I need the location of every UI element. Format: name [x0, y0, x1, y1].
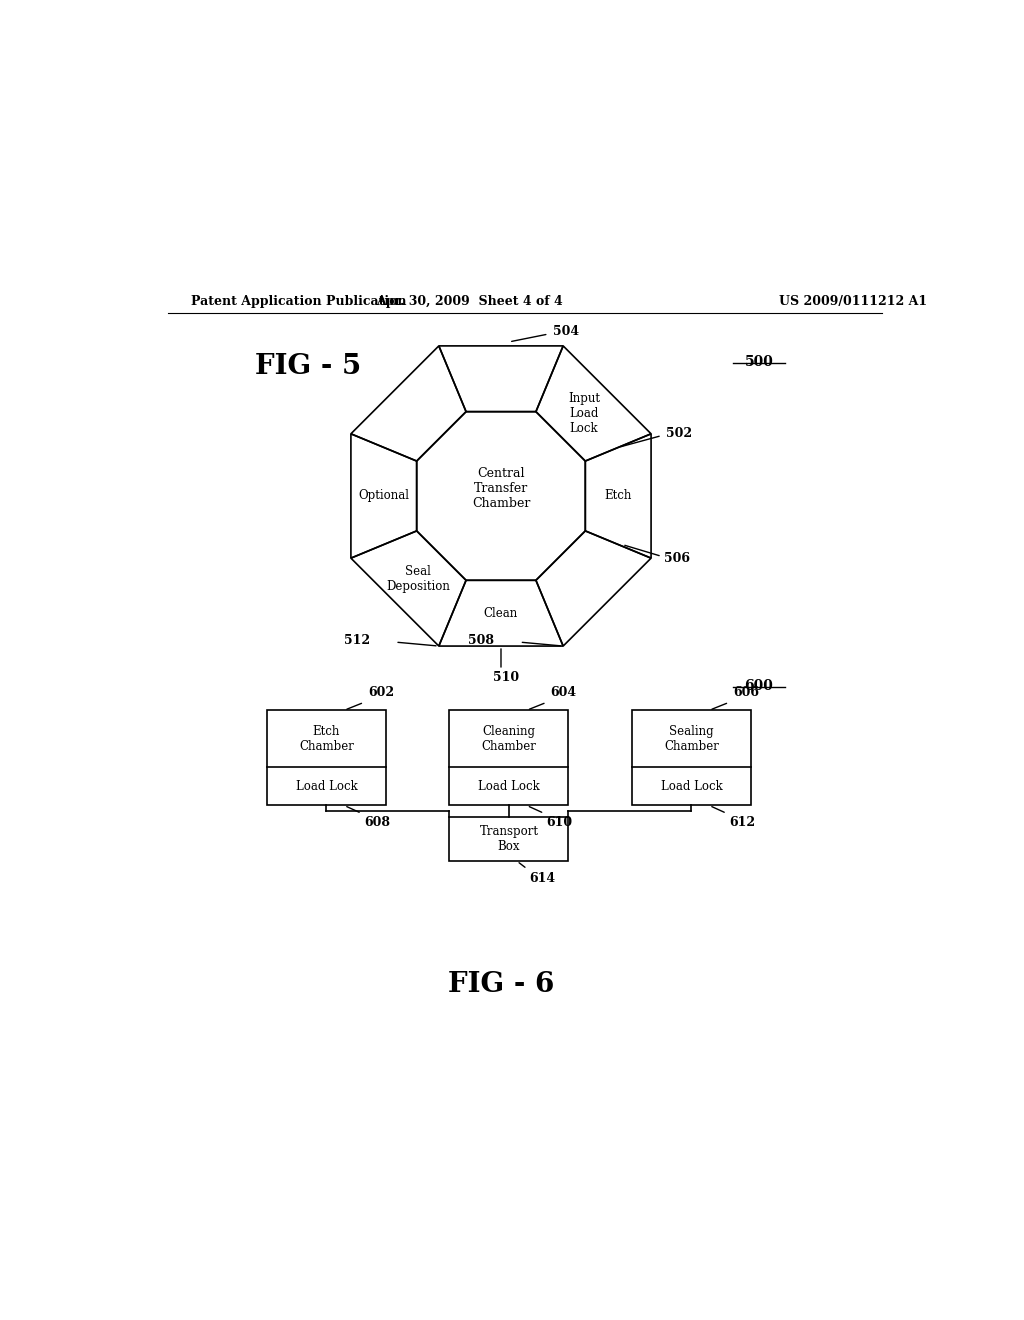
- Text: 502: 502: [666, 426, 692, 440]
- Text: 614: 614: [528, 873, 555, 884]
- Text: 506: 506: [665, 552, 690, 565]
- Text: US 2009/0111212 A1: US 2009/0111212 A1: [778, 296, 927, 308]
- Text: Clean: Clean: [484, 607, 518, 619]
- Text: 504: 504: [553, 325, 579, 338]
- Bar: [632, 710, 751, 805]
- Text: 612: 612: [729, 817, 756, 829]
- Text: Etch: Etch: [604, 490, 632, 503]
- Text: 510: 510: [494, 672, 519, 684]
- Text: 508: 508: [468, 634, 494, 647]
- Text: 610: 610: [547, 817, 572, 829]
- Text: Apr. 30, 2009  Sheet 4 of 4: Apr. 30, 2009 Sheet 4 of 4: [376, 296, 562, 308]
- Text: Transport
Box: Transport Box: [479, 825, 539, 853]
- Bar: [450, 817, 568, 861]
- Text: 608: 608: [365, 817, 390, 829]
- Bar: [450, 710, 568, 805]
- Text: Input
Load
Lock: Input Load Lock: [568, 392, 600, 434]
- Text: Central
Transfer
Chamber: Central Transfer Chamber: [472, 466, 530, 510]
- Text: Sealing
Chamber: Sealing Chamber: [664, 725, 719, 752]
- Text: Cleaning
Chamber: Cleaning Chamber: [481, 725, 537, 752]
- Text: 600: 600: [744, 678, 773, 693]
- Text: 606: 606: [733, 686, 759, 700]
- Text: 602: 602: [368, 686, 394, 700]
- Text: FIG - 6: FIG - 6: [447, 970, 554, 998]
- Text: 500: 500: [744, 355, 773, 368]
- Text: Seal
Deposition: Seal Deposition: [386, 565, 451, 593]
- Text: 512: 512: [344, 634, 370, 647]
- Text: Optional: Optional: [358, 490, 410, 503]
- Text: Load Lock: Load Lock: [296, 780, 357, 793]
- Text: Etch
Chamber: Etch Chamber: [299, 725, 354, 752]
- Text: Patent Application Publication: Patent Application Publication: [191, 296, 407, 308]
- Text: Load Lock: Load Lock: [478, 780, 540, 793]
- Text: Load Lock: Load Lock: [660, 780, 722, 793]
- Text: 604: 604: [551, 686, 577, 700]
- Bar: [267, 710, 386, 805]
- Text: FIG - 5: FIG - 5: [255, 354, 361, 380]
